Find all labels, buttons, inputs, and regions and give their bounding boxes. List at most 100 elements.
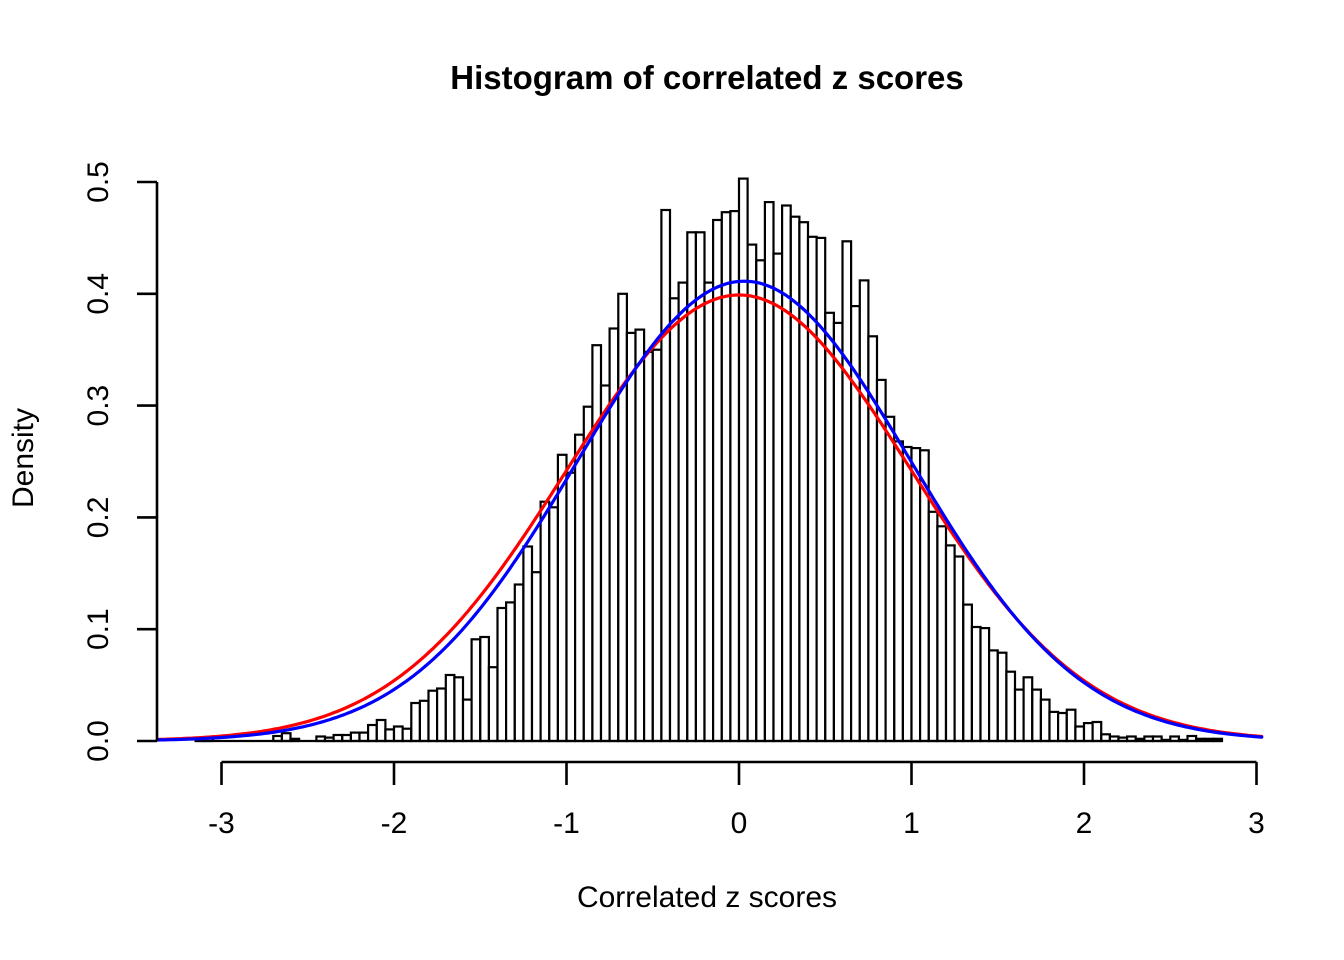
histogram-bar [461,698,473,743]
histogram-bar [513,583,525,743]
histogram-bar [763,201,775,743]
histogram-bar [617,292,628,743]
histogram-bar [737,177,749,743]
histogram-bar [530,571,542,743]
histogram-bar [996,651,1008,743]
density-curve [156,279,1264,742]
histogram-bar [660,208,672,743]
histogram-bar [910,447,922,743]
histogram-bar [418,699,430,743]
x-tick-label: 1 [903,807,920,840]
histogram-bar [884,415,896,743]
y-axis-label: Density [7,408,40,508]
histogram-bar [962,603,973,743]
histogram-bar [479,635,490,743]
x-tick-label: -1 [553,807,580,840]
histogram-bar [772,252,784,743]
histogram-bar [634,328,646,743]
histogram-bar [970,625,982,743]
histogram-bar [625,331,637,743]
histogram-bar [824,311,835,743]
histogram-bar [780,204,792,743]
x-tick-label: 0 [731,807,748,840]
y-tick-label: 0.2 [82,497,115,539]
x-axis: -3 -2 -1 0 1 2 3 [208,760,1265,840]
histogram-bar [453,676,465,743]
histogram-bar [755,259,766,743]
histogram-bar [505,601,516,743]
histogram-bar [789,215,801,743]
histogram-bar [573,433,585,743]
histogram-bar [677,281,689,743]
histogram-bar [470,638,482,743]
histogram-bar [927,510,939,743]
histogram-bar [1065,708,1077,743]
histogram-bar [539,500,551,743]
histogram-bar [1031,688,1043,743]
histogram-bar [1039,698,1051,743]
histogram-bar [1048,710,1060,743]
histogram-bar [746,243,758,743]
histogram-bar [367,723,378,743]
y-tick-label: 0.0 [82,720,115,762]
y-tick-label: 0.3 [82,385,115,427]
histogram-bar [444,673,456,743]
histogram-bar [487,666,499,743]
overlay-curves [156,279,1264,742]
x-tick-label: 2 [1076,807,1093,840]
y-axis: 0.0 0.1 0.2 0.3 0.4 0.5 [82,161,159,762]
plot-title: Histogram of correlated z scores [450,59,964,96]
histogram-bar [979,626,991,743]
histogram-bar [1005,670,1017,743]
x-tick-label: -2 [381,807,408,840]
histogram-bar [798,221,810,743]
histogram-bar [349,731,361,743]
histogram-bar [806,235,818,743]
histogram-bar [893,440,904,743]
histogram-bar [841,240,853,743]
histogram-bar [522,545,534,743]
histogram-bars [194,177,1224,743]
histogram-bar [582,405,594,743]
histogram-bar [384,728,396,743]
histogram-bar [401,727,413,743]
histogram-bar [556,453,568,743]
histogram-bar [815,236,827,743]
y-tick-label: 0.5 [82,161,115,203]
histogram-bar [1082,721,1094,743]
histogram-bar [901,445,913,743]
histogram-bar [944,544,956,743]
histogram-bar [1013,688,1025,743]
histogram-bar [599,384,611,743]
histogram-bar [375,718,387,743]
histogram-bar [358,731,370,743]
histogram-bar [427,689,439,743]
histogram-bar [720,211,732,743]
histogram-bar [875,378,887,743]
histogram-bar [703,281,715,743]
histogram-bar [392,725,404,743]
histogram-bar [936,525,948,743]
y-tick-label: 0.1 [82,608,115,650]
y-tick-label: 0.4 [82,273,115,315]
histogram-bar [642,350,654,743]
histogram-bar [832,321,844,743]
x-tick-label: -3 [208,807,235,840]
histogram-bar [953,555,965,743]
x-tick-label: 3 [1248,807,1265,840]
histogram-bar [436,687,447,743]
histogram-bar [565,471,577,743]
histogram-bar [858,279,870,743]
histogram-bar [410,701,421,743]
histogram-bar [280,732,292,743]
histogram-bar [987,649,999,743]
histogram-bar [1056,711,1068,743]
histogram-bar [496,606,508,743]
histogram-bar [651,348,663,743]
x-axis-label: Correlated z scores [577,881,837,914]
histogram-bar [548,506,559,743]
histogram-bar [729,210,741,743]
histogram-bar [1074,725,1086,743]
